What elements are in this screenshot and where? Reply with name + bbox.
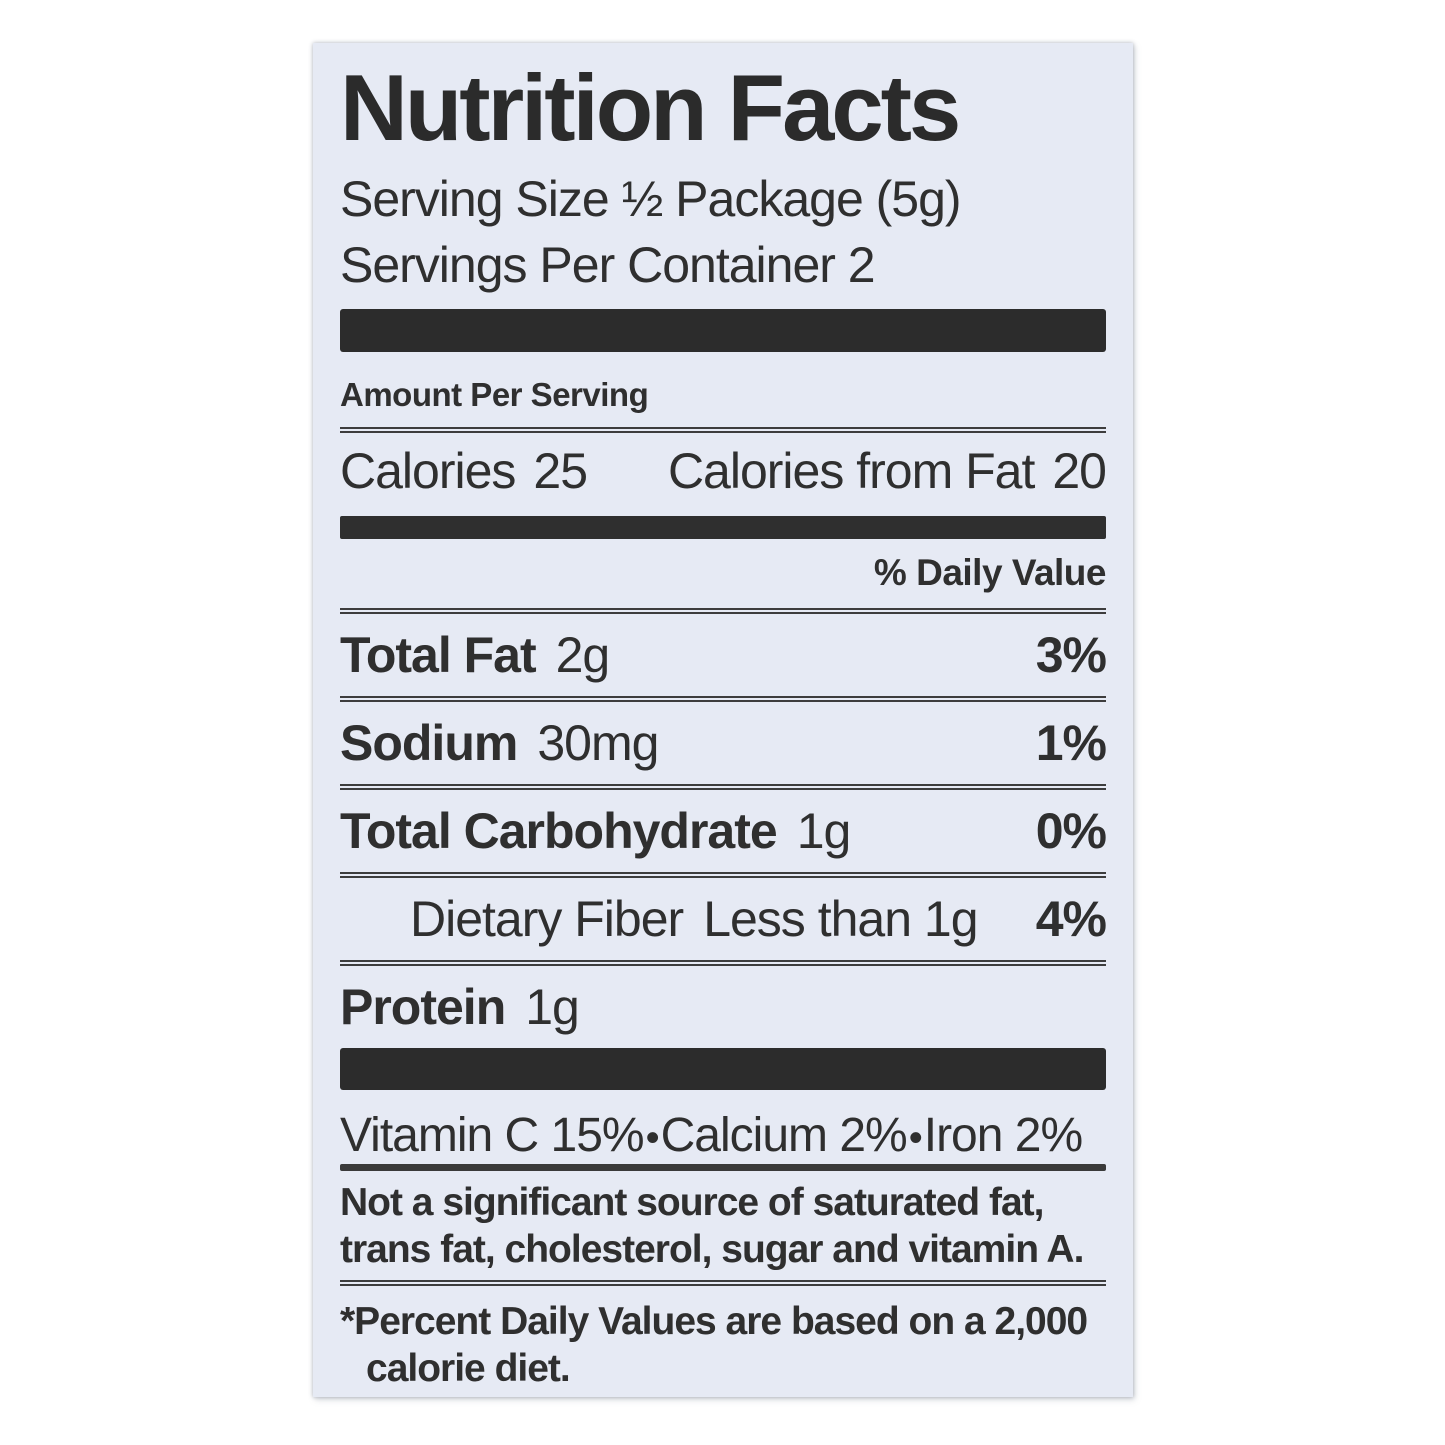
calories-value: 25 (533, 442, 588, 499)
calories-from-fat-label: Calories from Fat (667, 442, 1035, 499)
bullet-separator: • (908, 1115, 923, 1160)
vitamin-c-name: Vitamin C (340, 1108, 539, 1162)
nutrient-row-dietary-fiber: Dietary Fiber Less than 1g 4% (340, 878, 1107, 960)
nutrient-amount: 30mg (537, 714, 659, 771)
serving-info: Serving Size ½ Package (5g) Servings Per… (340, 166, 1106, 299)
nutrient-name: Total Carbohydrate (340, 802, 778, 859)
iron-value: 2% (1014, 1108, 1083, 1162)
bullet-separator: • (645, 1115, 660, 1160)
calories-from-fat-value: 20 (1052, 442, 1107, 499)
nutrient-name: Sodium (340, 714, 518, 771)
rule-divider-heavy (340, 1163, 1106, 1171)
calories-label: Calories (340, 442, 516, 499)
calories-from-fat-group: Calories from Fat 20 (667, 442, 1107, 499)
nutrient-amount: 2g (555, 626, 611, 683)
nutrient-row-total-fat: Total Fat 2g 3% (340, 614, 1107, 696)
separator-bar-bottom (340, 1047, 1106, 1090)
calcium-name: Calcium (660, 1108, 828, 1162)
amount-per-serving-heading: Amount Per Serving (340, 375, 649, 413)
not-significant-note: Not a significant source of saturated fa… (340, 1179, 1106, 1274)
calories-row: Calories 25 Calories from Fat 20 (340, 442, 1107, 499)
rule-divider (340, 607, 1106, 614)
iron-name: Iron (923, 1108, 1004, 1162)
rule-divider (340, 959, 1106, 966)
calories-group: Calories 25 (340, 442, 588, 499)
nutrition-facts-label: Nutrition Facts Serving Size ½ Package (… (313, 43, 1133, 1397)
rule-divider (340, 426, 1106, 433)
nutrient-name: Dietary Fiber (410, 890, 684, 947)
nutrient-row-total-carbohydrate: Total Carbohydrate 1g 0% (340, 790, 1107, 872)
rule-divider (340, 695, 1106, 702)
servings-per-container-line: Servings Per Container 2 (340, 237, 876, 294)
nutrient-amount: 1g (796, 802, 852, 859)
nutrient-daily-value: 3% (1035, 626, 1107, 683)
note-line-1: Not a significant source of saturated fa… (340, 1180, 1044, 1224)
separator-bar-mid (340, 515, 1106, 539)
footnote-line-1: *Percent Daily Values are based on a 2,0… (340, 1299, 1088, 1343)
footnote-line-2: calorie diet. (366, 1347, 571, 1391)
vitamins-line: Vitamin C 15% • Calcium 2% • Iron 2% (340, 1108, 1106, 1162)
calcium-value: 2% (839, 1108, 907, 1162)
nutrient-daily-value: 0% (1035, 802, 1107, 859)
nutrient-name: Total Fat (340, 626, 537, 683)
daily-values-footnote: *Percent Daily Values are based on a 2,0… (340, 1298, 1106, 1393)
rule-divider (340, 871, 1106, 878)
label-title: Nutrition Facts (340, 55, 961, 160)
daily-value-header: % Daily Value (873, 551, 1107, 593)
note-line-2: trans fat, cholesterol, sugar and vitami… (340, 1228, 1084, 1272)
serving-size-line: Serving Size ½ Package (5g) (340, 170, 962, 227)
rule-divider (340, 1279, 1106, 1286)
nutrient-daily-value: 4% (1035, 890, 1107, 947)
nutrient-amount: Less than 1g (703, 890, 978, 947)
rule-divider (340, 783, 1106, 790)
nutrient-row-sodium: Sodium 30mg 1% (340, 702, 1107, 784)
nutrient-daily-value: 1% (1035, 714, 1107, 771)
nutrient-amount: 1g (525, 978, 580, 1035)
vitamin-c-value: 15% (550, 1108, 645, 1162)
nutrient-row-protein: Protein 1g (340, 966, 1106, 1048)
nutrient-name: Protein (340, 978, 506, 1035)
separator-bar-top (340, 308, 1106, 352)
